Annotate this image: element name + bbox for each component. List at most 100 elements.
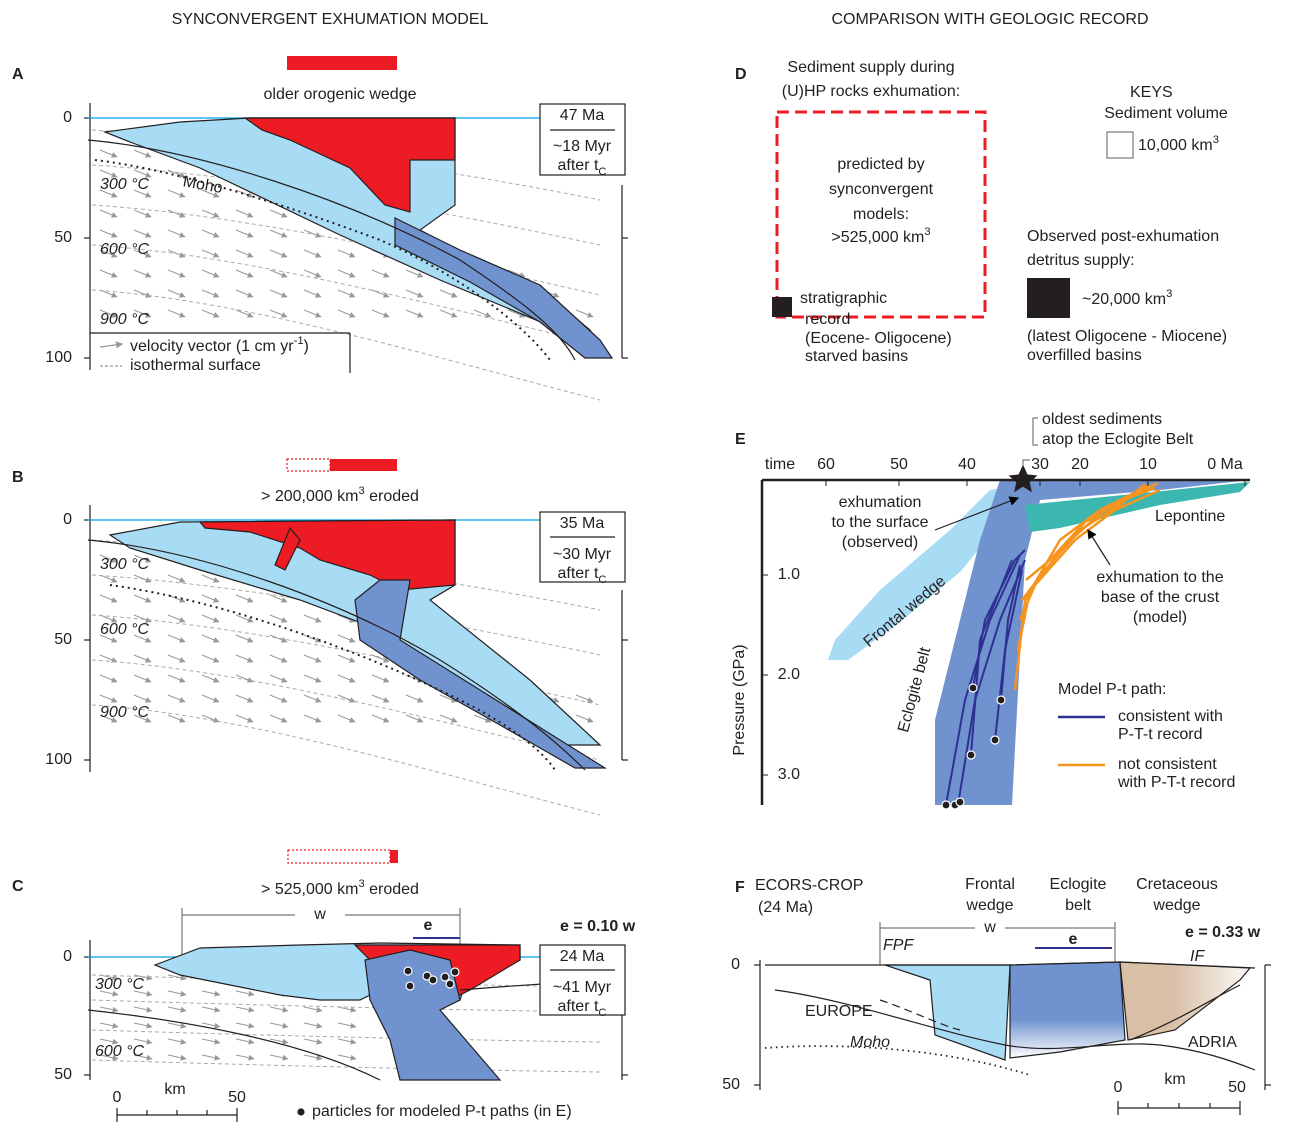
- shape-circle: [967, 751, 975, 759]
- eroded-volume: > 525,000 km3 eroded: [261, 878, 419, 898]
- velocity-vector: [236, 1023, 254, 1027]
- shape-polyline: [1023, 460, 1030, 466]
- text-part: C: [598, 166, 606, 178]
- velocity-vector: [338, 695, 355, 702]
- scale-label: 50: [228, 1089, 246, 1106]
- pressure-tick-label: 2.0: [778, 666, 800, 683]
- velocity-vector: [338, 250, 355, 257]
- predicted: predicted by: [837, 156, 924, 173]
- velocity-vector: [236, 210, 253, 217]
- velocity-vector: [236, 1039, 254, 1043]
- label: stratigraphic: [800, 290, 887, 307]
- velocity-vector: [202, 655, 219, 662]
- shape-polygon: [395, 218, 612, 358]
- velocity-vector: [270, 250, 287, 257]
- age: 24 Ma: [560, 948, 605, 965]
- shape-circle: [404, 967, 412, 975]
- panel-label: B: [12, 469, 24, 486]
- isotherm-label: 300 °C: [100, 556, 150, 573]
- velocity-vector: [168, 290, 185, 297]
- velocity-vector: [134, 1023, 152, 1027]
- velocity-vector: [168, 655, 185, 662]
- panel-label: D: [735, 66, 747, 83]
- annotation: (observed): [842, 534, 918, 551]
- title: Sediment supply during: [787, 59, 954, 76]
- text-part: velocity vector (1 cm yr: [130, 338, 294, 355]
- text-part: eroded: [365, 488, 419, 505]
- velocity-vector: [372, 310, 389, 317]
- velocity-vector: [202, 310, 219, 317]
- section-name: ECORS-CROP: [755, 877, 863, 894]
- velocity-vector: [270, 310, 287, 317]
- velocity-vector: [304, 1039, 322, 1043]
- velocity-vector: [372, 270, 389, 277]
- keys-subtitle: Sediment volume: [1104, 105, 1228, 122]
- figure: SYNCONVERGENT EXHUMATION MODELCOMPARISON…: [0, 0, 1295, 1128]
- annotation: base of the crust: [1101, 589, 1220, 606]
- section-age: (24 Ma): [758, 899, 813, 916]
- velocity-vector: [270, 1023, 288, 1027]
- observed: detritus supply:: [1027, 252, 1135, 269]
- isotherm: [92, 1060, 600, 1072]
- shape-circle: [451, 968, 459, 976]
- annotation: exhumation: [839, 494, 922, 511]
- velocity-vector: [100, 270, 117, 277]
- ratio: e = 0.10 w: [560, 918, 636, 935]
- cross-sections: [84, 56, 1271, 1122]
- velocity-vector: [168, 310, 185, 317]
- velocity-vector: [304, 715, 321, 722]
- isotherm: [92, 1000, 600, 1012]
- pressure-tick-label: 1.0: [778, 566, 800, 583]
- depth-tick-label: 50: [54, 1066, 72, 1083]
- legend-entry: P-T-t record: [1118, 726, 1202, 743]
- velocity-vector: [270, 655, 287, 662]
- moho-label: Moho: [850, 1034, 890, 1051]
- velocity-vector: [236, 991, 254, 995]
- velocity-vector: [338, 675, 355, 682]
- e-label: e: [1069, 931, 1078, 948]
- velocity-vector: [270, 675, 287, 682]
- depth-tick-label: 0: [731, 956, 740, 973]
- velocity-vector: [134, 1039, 152, 1043]
- annotation: oldest sediments: [1042, 411, 1162, 428]
- shape-circle: [429, 976, 437, 984]
- velocity-vector: [236, 230, 253, 237]
- keys-volume: 10,000 km3: [1138, 134, 1219, 154]
- velocity-vector: [270, 270, 287, 277]
- velocity-vector: [202, 250, 219, 257]
- shape-rect: [330, 459, 397, 471]
- velocity-vector: [304, 230, 321, 237]
- velocity-vector: [202, 695, 219, 702]
- velocity-vector: [406, 310, 423, 317]
- velocity-vector: [338, 1055, 356, 1059]
- shape-circle: [969, 684, 977, 692]
- velocity-vector: [168, 1055, 186, 1059]
- velocity-vector: [202, 230, 219, 237]
- velocity-vector: [236, 635, 253, 642]
- plate-label: EUROPE: [805, 1003, 873, 1020]
- isotherm-label: 600 °C: [95, 1043, 145, 1060]
- shape-circle: [446, 980, 454, 988]
- velocity-vector: [338, 1039, 356, 1043]
- velocity-vector: [100, 695, 117, 702]
- shape-circle: [997, 696, 1005, 704]
- velocity-vector: [338, 655, 355, 662]
- velocity-vector: [440, 715, 457, 722]
- predicted: synconvergent: [829, 181, 934, 198]
- legend-entry: isothermal surface: [130, 357, 261, 374]
- observed-volume: ~20,000 km3: [1082, 288, 1172, 308]
- text-part: ~20,000 km: [1082, 291, 1166, 308]
- velocity-vector: [168, 635, 185, 642]
- velocity-vector: [236, 715, 253, 722]
- velocity-vector: [134, 230, 151, 237]
- unit-label: Frontal: [965, 876, 1015, 893]
- text-part: C: [598, 574, 606, 586]
- label: record: [805, 311, 850, 328]
- scale-unit: km: [164, 1081, 185, 1098]
- velocity-vector: [270, 1007, 288, 1011]
- text-part: after t: [558, 565, 599, 582]
- key-number: 2: [1038, 297, 1047, 314]
- text-part: after t: [558, 157, 599, 174]
- velocity-vector: [100, 150, 117, 157]
- velocity-vector: [338, 715, 355, 722]
